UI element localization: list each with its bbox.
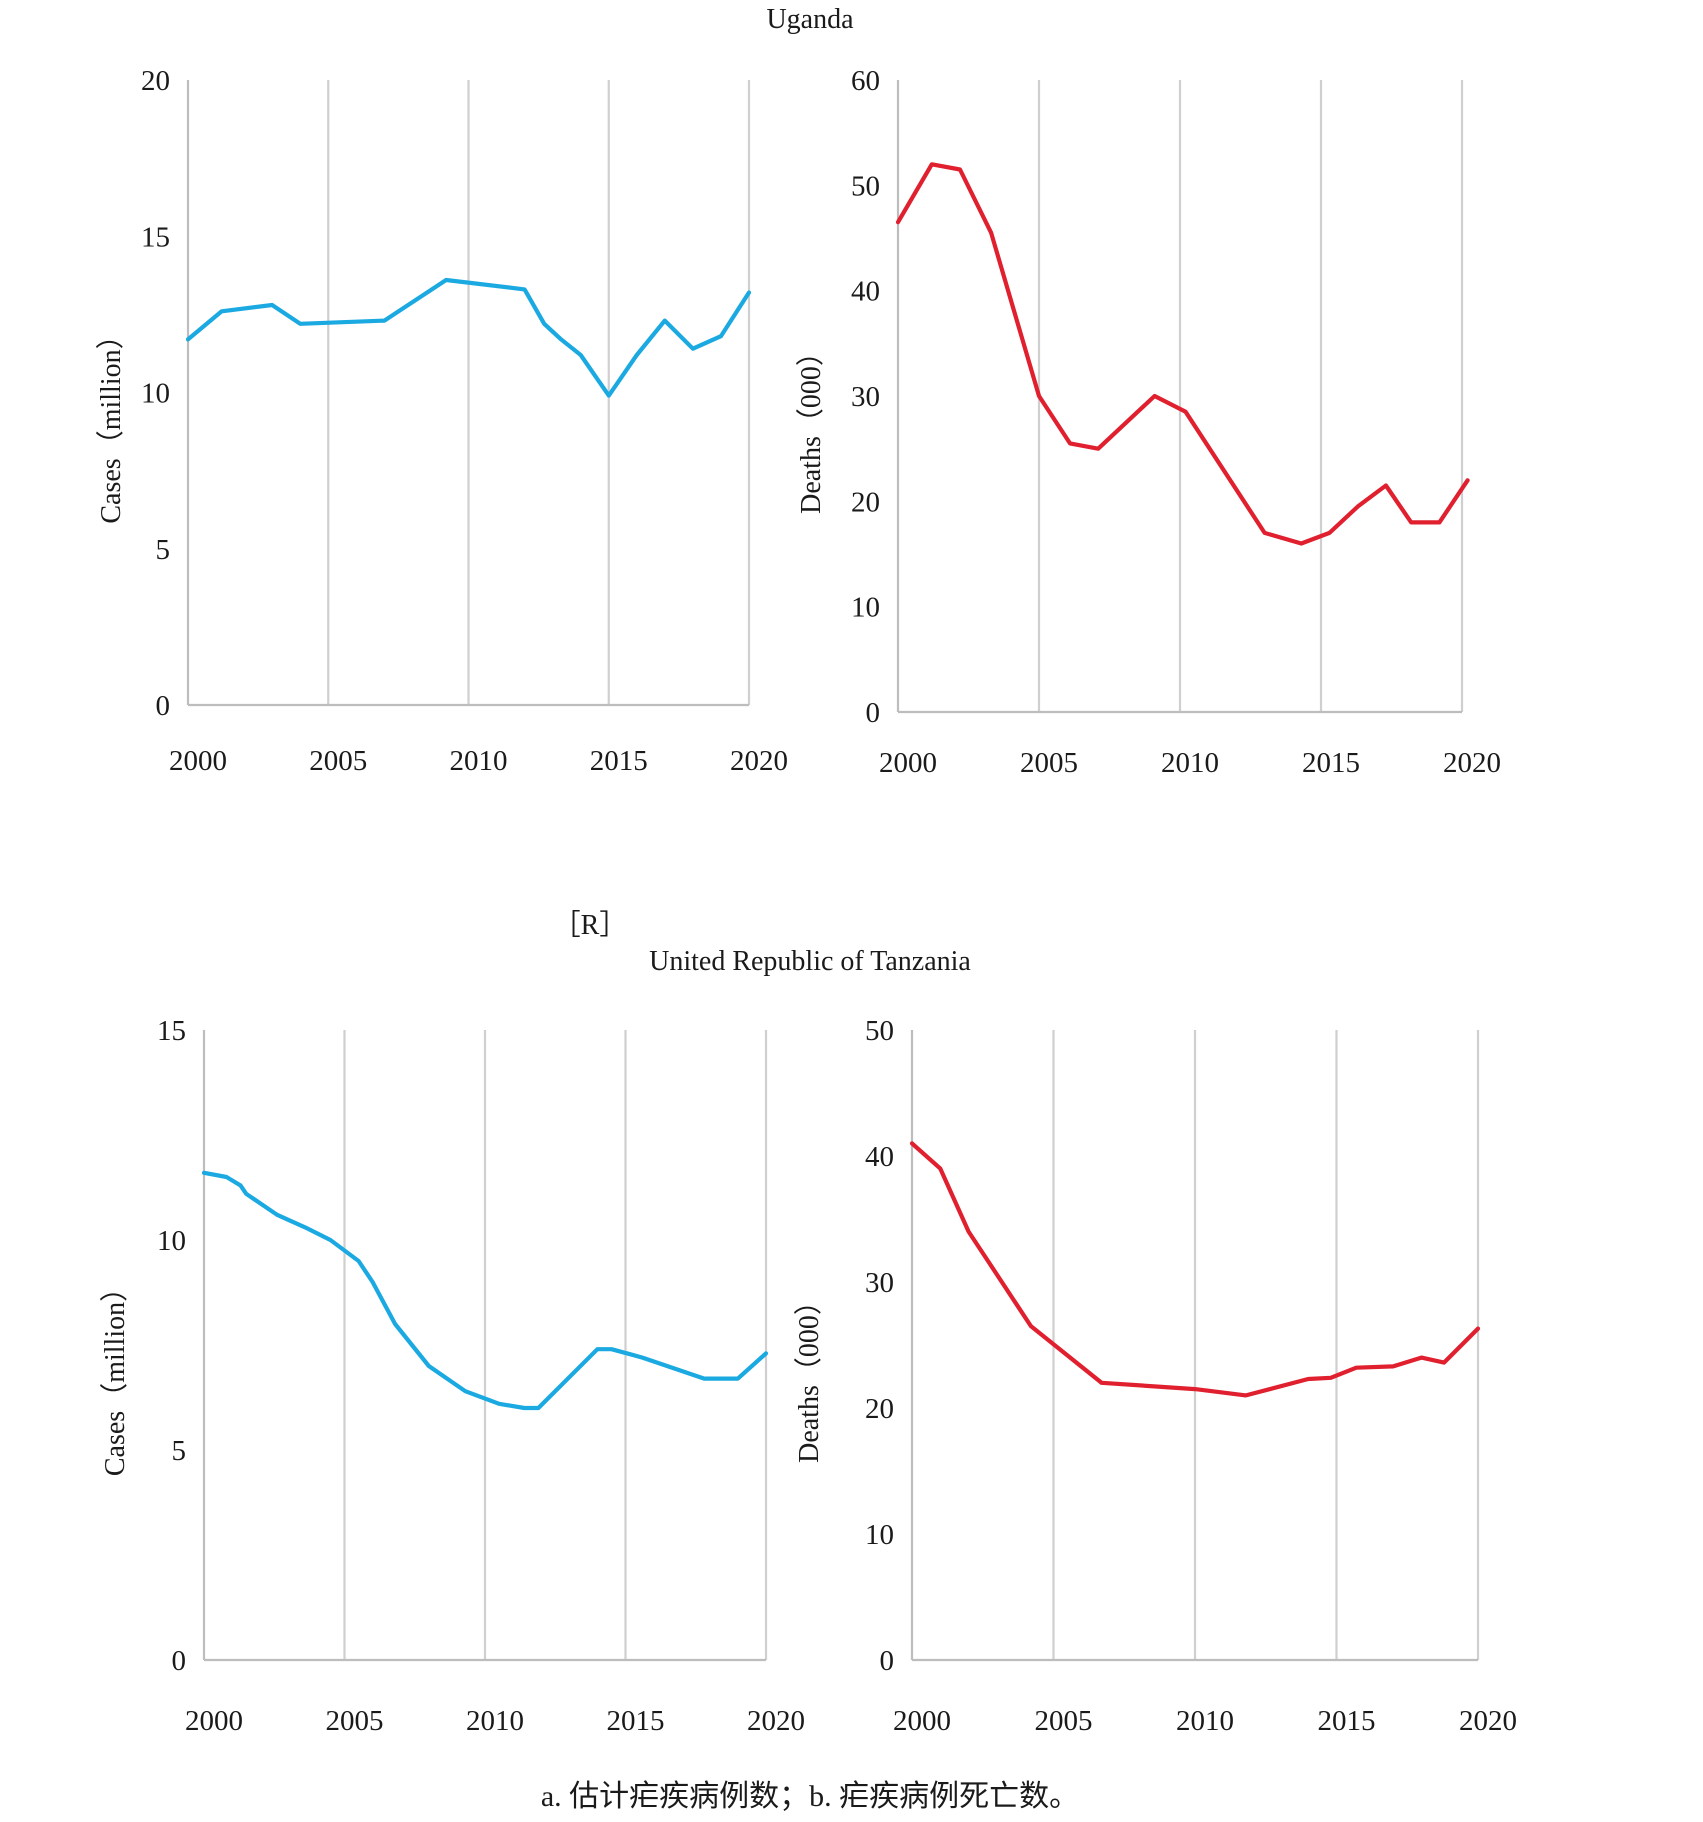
- y-tick-label: 30: [865, 1267, 894, 1299]
- x-tick-label: 2020: [1459, 1705, 1517, 1737]
- y-tick-label: 10: [157, 1225, 186, 1257]
- y-tick-label: 5: [156, 534, 171, 566]
- x-tick-label: 2010: [1161, 747, 1219, 779]
- y-tick-label: 0: [156, 690, 171, 722]
- y-tick-label: 10: [141, 378, 170, 410]
- tanzania-deaths-panel: 0 10 20 30 40 50 2000 2005 2010 2015 2020 Deaths（00…: [793, 1015, 1517, 1737]
- x-tick-label: 2015: [590, 745, 648, 777]
- x-tick-label: 2005: [309, 745, 367, 777]
- y-tick-label: 60: [851, 65, 880, 97]
- y-tick-label: 15: [141, 221, 170, 253]
- y-tick-label: 20: [865, 1393, 894, 1425]
- y-axis-label: Cases（million）: [95, 321, 127, 523]
- x-tick-label: 2020: [1443, 747, 1501, 779]
- series-line: [909, 1141, 1481, 1398]
- y-tick-label: 50: [851, 170, 880, 202]
- bottom-title: United Republic of Tanzania: [649, 946, 971, 977]
- x-tick-label: 2000: [169, 745, 227, 777]
- figure-marker: ［R］: [553, 909, 628, 941]
- y-tick-label: 50: [865, 1015, 894, 1047]
- x-tick-label: 2015: [1302, 747, 1360, 779]
- y-tick-label: 30: [851, 381, 880, 413]
- y-axis-label: Cases（million）: [99, 1274, 131, 1476]
- tanzania-cases-panel: 0 5 10 15 2000 2005 2010 2015 2020 Cases（million）: [99, 1015, 805, 1737]
- x-tick-label: 2005: [1020, 747, 1078, 779]
- x-tick-label: 2010: [466, 1705, 524, 1737]
- x-tick-label: 2005: [326, 1705, 384, 1737]
- x-tick-label: 2010: [1176, 1705, 1234, 1737]
- x-tick-label: 2010: [450, 745, 508, 777]
- y-tick-label: 10: [851, 592, 880, 624]
- top-title: Uganda: [766, 4, 854, 35]
- x-tick-label: 2000: [879, 747, 937, 779]
- y-tick-label: 15: [157, 1015, 186, 1047]
- x-tick-label: 2005: [1035, 1705, 1093, 1737]
- y-tick-label: 20: [141, 65, 170, 97]
- y-tick-label: 40: [851, 276, 880, 308]
- figure-caption: a. 估计疟疾病例数；b. 疟疾病例死亡数。: [541, 1780, 1079, 1813]
- series-line: [895, 162, 1470, 546]
- y-tick-label: 20: [851, 486, 880, 518]
- x-tick-label: 2015: [607, 1705, 665, 1737]
- y-axis-label: Deaths（000）: [793, 1287, 825, 1463]
- x-tick-label: 2020: [747, 1705, 805, 1737]
- y-tick-label: 0: [880, 1645, 895, 1677]
- x-tick-label: 2000: [893, 1705, 951, 1737]
- x-tick-label: 2015: [1318, 1705, 1376, 1737]
- x-tick-label: 2000: [185, 1705, 243, 1737]
- x-tick-label: 2020: [730, 745, 788, 777]
- y-tick-label: 40: [865, 1141, 894, 1173]
- uganda-deaths-panel: 0 10 20 30 40 50 60 2000 2005 2010 2015 2020 Deaths（…: [795, 65, 1501, 779]
- y-tick-label: 10: [865, 1519, 894, 1551]
- series-line: [185, 277, 752, 398]
- y-tick-label: 5: [172, 1435, 187, 1467]
- uganda-cases-panel: 0 5 10 15 20 2000 2005 2010 2015 2020 Cases（millio…: [95, 65, 788, 777]
- series-line: [201, 1170, 769, 1411]
- y-axis-label: Deaths（000）: [795, 338, 827, 514]
- y-tick-label: 0: [172, 1645, 187, 1677]
- y-tick-label: 0: [866, 697, 881, 729]
